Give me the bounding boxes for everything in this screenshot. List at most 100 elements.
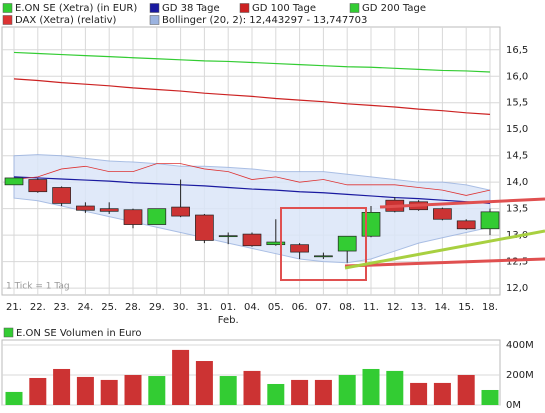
legend-label: Bollinger (20, 2): 12,443297 - 13,747703 — [162, 15, 367, 26]
volume-title: E.ON SE Volumen in Euro — [16, 328, 142, 339]
volume-bar — [457, 374, 475, 405]
x-tick-label: 11. — [363, 302, 379, 313]
legend-swatch — [149, 3, 160, 13]
plot: 21. 22. 23. 24. 25. 28. 29. 30. 31. 01. 04. 05. 06. 0… — [2, 27, 534, 411]
candle-body — [99, 208, 119, 212]
candle-body — [456, 220, 476, 230]
x-tick-label: 21. — [6, 302, 22, 313]
y-tick-label: 16,5 — [506, 45, 528, 56]
legend-swatch — [149, 15, 160, 25]
volume-bar — [124, 374, 142, 405]
x-tick-label: 04. — [244, 302, 260, 313]
annotation: 1 Tick = 1 Tag — [6, 282, 70, 292]
candle-body — [480, 211, 500, 230]
x-tick-label: 06. — [292, 302, 308, 313]
x-tick-label: 12. — [387, 302, 403, 313]
x-tick-label: 08. — [339, 302, 355, 313]
volume-bar — [386, 370, 404, 405]
legend-swatch — [2, 15, 13, 25]
x-tick-label: 14. — [434, 302, 450, 313]
legend-label: GD 38 Tage — [162, 3, 220, 14]
y-tick-label: 12,0 — [506, 283, 528, 294]
candle-body — [195, 214, 214, 241]
x-tick-label: 13. — [411, 302, 427, 313]
y-tick-label: 200M — [506, 370, 534, 381]
volume-bar — [433, 382, 451, 405]
volume-bar — [267, 383, 285, 405]
x-tick-label: 18. — [482, 302, 498, 313]
volume-bar — [195, 361, 213, 405]
x-tick-label: 07. — [315, 302, 331, 313]
x-tick-label: 22. — [30, 302, 46, 313]
candle-body — [218, 235, 238, 238]
volume-bar — [53, 368, 71, 405]
candle-body — [290, 244, 309, 253]
x-tick-label: 31. — [196, 302, 212, 313]
candle-body — [147, 208, 167, 225]
candle-body — [314, 255, 333, 258]
legend-swatch — [239, 3, 250, 13]
candle-body — [28, 179, 48, 193]
legend-swatch — [349, 3, 360, 13]
candle-body — [52, 187, 71, 204]
y-tick-label: 12,5 — [506, 257, 528, 268]
candle-body — [433, 208, 452, 220]
volume-bar — [481, 389, 499, 405]
x-tick-label: 01. — [220, 302, 236, 313]
candle-body — [123, 209, 143, 225]
legend-label: DAX (Xetra) (relativ) — [15, 15, 117, 26]
support-line — [344, 257, 545, 268]
volume-bar — [29, 377, 47, 405]
line-series — [13, 176, 491, 204]
x-tick-label: 29. — [149, 302, 165, 313]
y-tick-label: 0M — [506, 400, 521, 411]
line-series — [13, 163, 491, 196]
x-tick-label: 25. — [101, 302, 117, 313]
x-tick-label: 23. — [54, 302, 70, 313]
resistance-line — [379, 197, 545, 209]
volume-bar — [291, 379, 309, 405]
legend-label: E.ON SE (Xetra) (in EUR) — [15, 3, 137, 14]
x-tick-label: 05. — [268, 302, 284, 313]
y-tick-label: 14,0 — [506, 177, 528, 188]
y-tick-label: 15,5 — [506, 98, 528, 109]
volume-legend-swatch — [3, 327, 14, 338]
volume-bar — [5, 391, 23, 405]
volume-bar — [76, 376, 94, 405]
candle-body — [266, 241, 286, 246]
volume-bar — [362, 368, 380, 405]
y-tick-label: 13,5 — [506, 204, 528, 215]
volume-bar — [243, 370, 261, 405]
y-tick-label: 15,0 — [506, 124, 528, 135]
line-series — [13, 51, 491, 73]
legend: E.ON SE (Xetra) (in EUR) GD 38 Tage GD 100… — [2, 3, 426, 26]
volume-bar — [314, 379, 332, 405]
volume-bar — [219, 376, 237, 405]
month-label: Feb. — [218, 315, 239, 326]
volume-bar — [100, 379, 118, 405]
candle-body — [76, 205, 95, 211]
x-tick-label: 24. — [77, 302, 93, 313]
legend-label: GD 100 Tage — [252, 3, 316, 14]
x-tick-label: 28. — [125, 302, 141, 313]
candle-body — [4, 177, 24, 186]
legend-swatch — [2, 3, 13, 13]
y-tick-label: 400M — [506, 340, 534, 351]
candle-body — [337, 235, 357, 252]
y-tick-label: 14,5 — [506, 151, 528, 162]
candle-body — [361, 212, 381, 237]
line-series — [13, 78, 491, 115]
candle-body — [171, 206, 190, 217]
volume-bar — [338, 374, 356, 405]
legend-label: GD 200 Tage — [362, 3, 426, 14]
y-tick-label: 16,0 — [506, 71, 528, 82]
trend-line — [344, 229, 545, 270]
x-tick-label: 15. — [458, 302, 474, 313]
highlight-box — [280, 207, 367, 281]
volume-bar — [148, 376, 166, 405]
volume-bar — [410, 382, 428, 405]
x-tick-label: 30. — [173, 302, 189, 313]
candle-body — [242, 233, 262, 247]
volume-bar — [172, 349, 190, 405]
